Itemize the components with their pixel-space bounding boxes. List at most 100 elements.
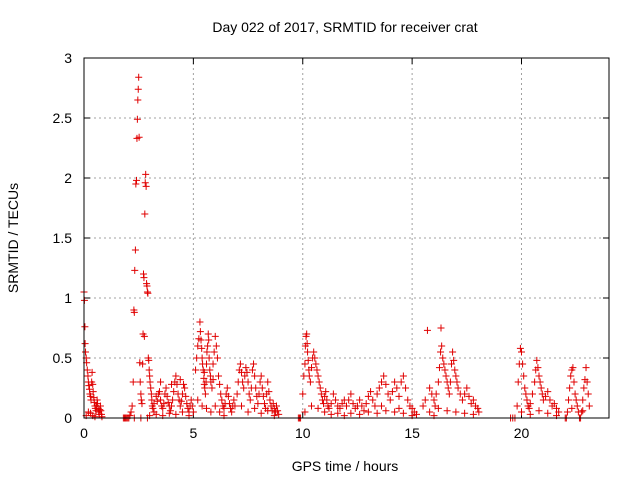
data-point xyxy=(216,380,224,388)
data-point xyxy=(140,332,148,340)
data-point xyxy=(85,382,93,390)
data-point xyxy=(325,404,333,412)
data-point xyxy=(176,376,184,384)
data-point xyxy=(157,396,165,404)
data-point xyxy=(209,360,217,368)
data-point xyxy=(215,372,223,380)
data-point xyxy=(168,380,175,388)
data-point xyxy=(251,372,259,380)
data-point xyxy=(303,330,311,338)
data-point xyxy=(182,392,190,400)
data-point xyxy=(582,364,590,372)
data-point xyxy=(313,366,321,374)
x-tick-label: 10 xyxy=(295,425,311,441)
y-tick-label: 2.5 xyxy=(53,110,73,126)
data-point xyxy=(546,396,554,404)
data-point xyxy=(323,396,331,404)
data-point xyxy=(210,348,218,356)
data-point xyxy=(181,384,189,392)
data-point xyxy=(536,378,544,386)
data-point xyxy=(316,384,324,392)
data-point xyxy=(315,378,323,386)
data-point xyxy=(439,354,447,362)
data-point xyxy=(311,354,319,362)
data-point xyxy=(435,364,443,372)
data-point xyxy=(155,388,163,396)
data-point xyxy=(539,396,547,404)
data-point xyxy=(160,400,168,408)
data-point xyxy=(432,390,440,398)
data-point xyxy=(273,402,280,410)
data-point xyxy=(194,342,202,350)
data-point xyxy=(260,400,268,408)
data-point xyxy=(201,390,209,398)
data-point xyxy=(458,396,466,404)
data-point xyxy=(200,374,208,382)
data-point xyxy=(256,378,264,386)
data-point xyxy=(430,396,438,404)
data-point xyxy=(434,404,442,412)
data-point xyxy=(452,372,460,380)
y-tick-label: 1.5 xyxy=(53,230,73,246)
data-point xyxy=(434,378,442,386)
data-point xyxy=(345,396,353,404)
data-point xyxy=(571,390,579,398)
data-point xyxy=(129,378,137,386)
data-point xyxy=(133,176,140,184)
data-point xyxy=(565,396,573,404)
x-tick-label: 5 xyxy=(189,425,197,441)
data-point xyxy=(544,388,552,396)
data-point xyxy=(519,360,527,368)
data-point xyxy=(569,364,577,372)
data-point xyxy=(303,340,311,348)
data-point xyxy=(378,378,385,386)
data-point xyxy=(242,364,250,372)
data-point xyxy=(518,408,525,416)
data-point xyxy=(84,372,92,380)
data-point xyxy=(138,400,146,408)
data-point xyxy=(89,388,97,396)
data-point xyxy=(139,360,147,368)
data-point xyxy=(514,378,522,386)
data-point xyxy=(274,407,282,415)
data-point xyxy=(241,372,249,380)
data-point xyxy=(246,396,254,404)
data-point xyxy=(248,366,256,374)
data-point xyxy=(386,396,394,404)
data-point xyxy=(204,330,212,338)
data-point xyxy=(448,360,455,368)
data-point xyxy=(170,388,178,396)
data-point xyxy=(145,366,153,374)
data-point xyxy=(463,384,471,392)
data-point xyxy=(384,390,392,398)
data-point xyxy=(96,406,104,414)
data-point xyxy=(393,384,401,392)
data-point xyxy=(194,396,202,404)
data-point xyxy=(204,342,212,350)
data-point xyxy=(98,413,106,421)
data-point xyxy=(584,390,592,398)
data-point xyxy=(421,396,429,404)
data-point xyxy=(228,408,236,416)
data-point xyxy=(443,407,451,415)
data-point xyxy=(445,390,453,398)
data-point xyxy=(375,384,383,392)
data-point xyxy=(180,380,188,388)
y-tick-label: 2 xyxy=(64,170,72,186)
data-point xyxy=(91,413,99,421)
data-point xyxy=(373,409,381,417)
data-point xyxy=(211,402,219,410)
data-point xyxy=(218,396,226,404)
data-point xyxy=(143,282,151,290)
data-point xyxy=(382,380,390,388)
data-point xyxy=(475,408,483,416)
data-point xyxy=(314,404,322,412)
data-point xyxy=(322,388,330,396)
data-point xyxy=(321,408,329,416)
data-point xyxy=(450,356,458,364)
data-point xyxy=(446,378,454,386)
x-tick-label: 20 xyxy=(514,425,530,441)
data-point xyxy=(133,115,141,123)
data-point xyxy=(513,402,521,410)
data-point xyxy=(131,246,139,254)
